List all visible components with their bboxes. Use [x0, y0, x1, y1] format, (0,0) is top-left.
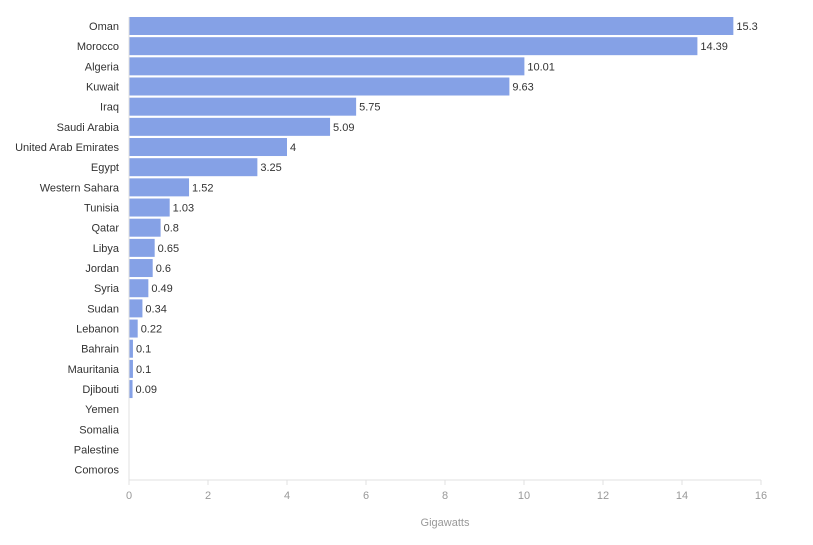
value-label: 3.25 — [260, 162, 281, 174]
category-label: Mauritania — [68, 364, 120, 376]
value-label: 0.1 — [136, 364, 151, 376]
category-label: Morocco — [77, 41, 119, 53]
bar — [129, 17, 734, 35]
category-label: Saudi Arabia — [57, 122, 120, 134]
bar — [129, 259, 153, 278]
value-label: 4 — [290, 142, 296, 154]
category-label: Palestine — [74, 445, 119, 457]
value-label: 5.75 — [359, 102, 380, 114]
category-label: Oman — [89, 21, 119, 33]
bar — [129, 339, 133, 358]
bar — [129, 359, 133, 378]
bar — [129, 97, 357, 116]
category-label: Somalia — [79, 424, 120, 436]
category-label: Djibouti — [82, 384, 119, 396]
category-label: Tunisia — [84, 203, 120, 215]
x-tick-label: 8 — [442, 490, 448, 502]
bar — [129, 218, 161, 237]
value-label: 1.52 — [192, 182, 213, 194]
bar — [129, 117, 331, 136]
category-label: Qatar — [91, 223, 119, 235]
category-label: Jordan — [85, 263, 119, 275]
category-label: Yemen — [85, 404, 119, 416]
value-label: 0.09 — [136, 384, 157, 396]
category-label: Iraq — [100, 102, 119, 114]
bar — [129, 178, 190, 197]
value-label: 9.63 — [512, 82, 533, 94]
x-tick-label: 0 — [126, 490, 132, 502]
bar — [129, 279, 149, 298]
value-label: 0.49 — [151, 283, 172, 295]
category-label: Bahrain — [81, 344, 119, 356]
category-labels: Oman Morocco Algeria Kuwait Iraq Saudi Arabia… — [15, 21, 120, 477]
value-label: 5.09 — [333, 122, 354, 134]
bar — [129, 299, 143, 318]
x-axis: 0 2 4 6 8 10 12 14 16 — [126, 17, 767, 502]
category-label: Egypt — [91, 162, 119, 174]
bar — [129, 138, 287, 157]
x-tick-label: 14 — [676, 490, 688, 502]
x-tick-label: 4 — [284, 490, 290, 502]
x-tick-label: 6 — [363, 490, 369, 502]
value-label: 0.6 — [156, 263, 171, 275]
x-tick-label: 2 — [205, 490, 211, 502]
value-label: 14.39 — [700, 41, 728, 53]
value-label: 1.03 — [173, 203, 194, 215]
value-label: 0.22 — [141, 324, 162, 336]
value-label: 0.34 — [145, 303, 166, 315]
bar — [129, 57, 525, 76]
x-tick-label: 12 — [597, 490, 609, 502]
bar — [129, 380, 133, 399]
category-label: Lebanon — [76, 324, 119, 336]
category-label: Sudan — [87, 303, 119, 315]
value-label: 10.01 — [527, 61, 555, 73]
bars-layer — [129, 17, 734, 399]
x-tick-label: 16 — [755, 490, 767, 502]
bar — [129, 158, 258, 177]
category-label: Libya — [93, 243, 120, 255]
value-labels: 15.3 14.39 10.01 9.63 5.75 5.09 4 3.25 1.52 1.03 0… — [136, 21, 758, 396]
value-label: 0.65 — [158, 243, 179, 255]
value-label: 15.3 — [736, 21, 757, 33]
bar — [129, 37, 698, 56]
category-label: Algeria — [85, 61, 120, 73]
category-label: Comoros — [74, 465, 119, 477]
x-tick-label: 10 — [518, 490, 530, 502]
x-axis-title: Gigawatts — [421, 517, 470, 529]
bar — [129, 238, 155, 257]
bar — [129, 319, 138, 338]
bar — [129, 198, 170, 217]
bar — [129, 77, 510, 96]
value-label: 0.8 — [164, 223, 179, 235]
category-label: Western Sahara — [40, 182, 120, 194]
category-label: United Arab Emirates — [15, 142, 119, 154]
category-label: Syria — [94, 283, 120, 295]
value-label: 0.1 — [136, 344, 151, 356]
category-label: Kuwait — [86, 82, 119, 94]
